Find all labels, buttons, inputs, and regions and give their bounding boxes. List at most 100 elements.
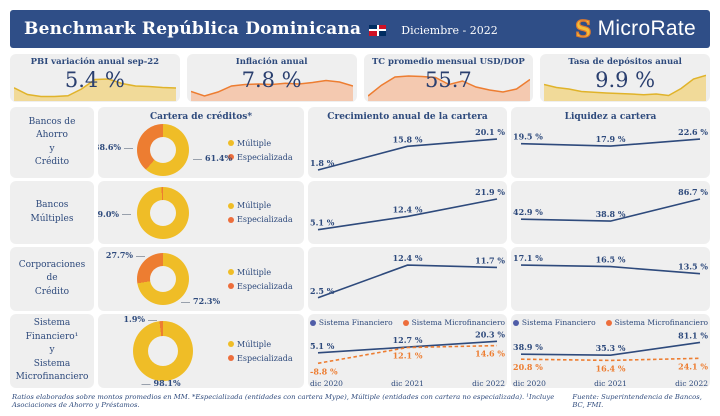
depositos-sparkline-chart: [544, 71, 707, 101]
footer-methodology-note: Ratios elaborados sobre montos promedios…: [12, 393, 555, 409]
growth-cell-sistema-financiero: Sistema Financiero Sistema Microfinancie…: [308, 314, 507, 388]
kpi-title: Tasa de depósitos anual: [568, 57, 682, 67]
svg-text:38.9 %: 38.9 %: [513, 342, 543, 352]
svg-text:dic 2020: dic 2020: [513, 379, 546, 388]
multiple-dot-icon: [228, 269, 234, 275]
donut-legend: Múltiple Especializada: [228, 181, 304, 244]
svg-text:13.5 %: 13.5 %: [678, 262, 708, 272]
portfolio-cell-bancos-multiples: 99.0% Múltiple Especializada: [98, 181, 304, 244]
footer: Ratios elaborados sobre montos promedios…: [10, 393, 710, 409]
row-label-bancos-multiples: Bancos Múltiples: [10, 181, 94, 244]
svg-text:22.6 %: 22.6 %: [678, 127, 708, 137]
legend-label-especializada: Especializada: [237, 152, 293, 162]
svg-text:dic 2022: dic 2022: [472, 379, 505, 388]
kpi-value: 55.7: [424, 68, 472, 92]
dominican-republic-flag-icon: [369, 24, 387, 36]
kpi-value: 9.9 %: [595, 68, 656, 92]
svg-text:12.4 %: 12.4 %: [393, 253, 423, 263]
liquidity-line-chart-bancos-ahorro: 19.5 % 17.9 % 22.6 %: [511, 122, 710, 178]
especializada-dot-icon: [228, 355, 234, 361]
footer-source: Fuente: Superintendencia de Bancos, BC, …: [572, 393, 702, 409]
svg-text:12.7 %: 12.7 %: [393, 335, 423, 345]
donut-label-multiple: 99.0%: [98, 209, 131, 219]
donut-label-multiple: 61.4%: [193, 153, 232, 163]
donut-hole: [148, 336, 178, 366]
growth-cell-corporaciones: 2.5 % 12.4 % 11.7 %: [308, 247, 507, 311]
svg-text:20.1 %: 20.1 %: [475, 127, 505, 137]
liquidity-line-chart-corporaciones: 17.1 % 16.5 % 13.5 %: [511, 247, 710, 311]
benchmark-grid: Bancos de Ahorro y Crédito Cartera de cr…: [10, 107, 710, 388]
multiple-dot-icon: [228, 202, 234, 209]
row-label-sistema-financiero: Sistema Financiero¹ y Sistema Microfinan…: [10, 314, 94, 388]
svg-text:38.8 %: 38.8 %: [596, 209, 626, 219]
growth-line-chart-bancos-ahorro: 1.8 % 15.8 % 20.1 %: [308, 122, 507, 178]
series-legend-micro: Sistema Microfinanciero: [614, 318, 709, 327]
growth-cell-bancos-multiples: 5.1 % 12.4 % 21.9 %: [308, 181, 507, 244]
svg-text:12.4 %: 12.4 %: [393, 204, 423, 214]
legend-label-especializada: Especializada: [237, 281, 293, 291]
donut-label-especializada: 1.9%: [123, 314, 157, 324]
svg-text:20.8 %: 20.8 %: [513, 362, 543, 372]
liquidity-cell-corporaciones: 17.1 % 16.5 % 13.5 %: [511, 247, 710, 311]
donut-label-especializada: 38.6%: [98, 142, 133, 152]
multiple-dot-icon: [228, 341, 234, 347]
svg-text:1.8 %: 1.8 %: [310, 158, 335, 168]
svg-text:11.7 %: 11.7 %: [475, 255, 505, 265]
svg-text:81.1 %: 81.1 %: [678, 330, 708, 340]
donut-chart-corporaciones: [137, 253, 189, 305]
donut-label-multiple: 98.1%: [141, 378, 180, 388]
sistema-financiero-dot-icon: [309, 319, 316, 326]
sistema-microfinanciero-dot-icon: [605, 319, 612, 326]
especializada-dot-icon: [228, 283, 234, 289]
svg-text:12.1 %: 12.1 %: [393, 351, 423, 361]
report-period: Diciembre - 2022: [401, 23, 498, 37]
liquidity-line-chart-bancos-multiples: 42.9 % 38.8 % 86.7 %: [511, 181, 710, 244]
column-header-liquidez: Liquidez a cartera: [564, 112, 657, 122]
kpi-title: PBI variación anual sep-22: [30, 57, 160, 67]
donut-legend: Múltiple Especializada: [228, 247, 304, 311]
donut-hole: [150, 199, 176, 226]
portfolio-cell-corporaciones: 27.7% 72.3% Múltiple Especializada: [98, 247, 304, 311]
donut-chart-bancos-ahorro: [137, 124, 189, 176]
kpi-value: 5.4 %: [64, 68, 125, 92]
sistema-microfinanciero-dot-icon: [402, 319, 409, 326]
svg-text:17.9 %: 17.9 %: [596, 134, 626, 144]
liquidity-cell-sistema-financiero: Sistema Financiero Sistema Microfinancie…: [511, 314, 710, 388]
microrate-s-icon: S: [574, 15, 592, 43]
row-label-bancos-ahorro-credito: Bancos de Ahorro y Crédito: [10, 107, 94, 178]
kpi-title: TC promedio mensual USD/DOP: [371, 57, 525, 67]
kpi-card-inflacion: Inflación anual 7.8 %: [186, 54, 357, 102]
svg-text:-8.8 %: -8.8 %: [310, 366, 338, 376]
tipo-cambio-sparkline-chart: [367, 71, 530, 101]
donut-label-especializada: 27.7%: [106, 250, 145, 260]
svg-text:19.5 %: 19.5 %: [513, 132, 543, 142]
svg-text:21.9 %: 21.9 %: [475, 187, 505, 197]
svg-text:16.4 %: 16.4 %: [596, 363, 626, 373]
svg-text:dic 2021: dic 2021: [594, 379, 627, 388]
kpi-title: Inflación anual: [235, 57, 308, 67]
series-legend-financial: Sistema Financiero: [318, 318, 393, 327]
svg-text:86.7 %: 86.7 %: [678, 187, 708, 197]
series-legend-financial: Sistema Financiero: [521, 318, 596, 327]
kpi-value: 7.8 %: [241, 68, 302, 92]
svg-text:dic 2022: dic 2022: [675, 379, 708, 388]
donut-hole: [150, 137, 176, 163]
growth-line-chart-bancos-multiples: 5.1 % 12.4 % 21.9 %: [308, 181, 507, 244]
liquidity-cell-bancos-ahorro: Liquidez a cartera 19.5 % 17.9 % 22.6 %: [511, 107, 710, 178]
liquidity-cell-bancos-multiples: 42.9 % 38.8 % 86.7 %: [511, 181, 710, 244]
donut-label-multiple: 72.3%: [181, 296, 220, 306]
legend-label-multiple: Múltiple: [237, 138, 272, 148]
page-title: Benchmark República Dominicana: [24, 19, 362, 39]
column-header-crecimiento: Crecimiento anual de la cartera: [327, 112, 488, 122]
svg-text:2.5 %: 2.5 %: [310, 286, 335, 296]
column-header-cartera: Cartera de créditos*: [149, 112, 253, 122]
legend-label-multiple: Múltiple: [237, 339, 272, 349]
multiple-dot-icon: [228, 140, 234, 146]
legend-label-especializada: Especializada: [237, 215, 293, 224]
kpi-card-depositos: Tasa de depósitos anual 9.9 %: [540, 54, 710, 102]
svg-text:16.5 %: 16.5 %: [596, 255, 626, 265]
svg-text:dic 2020: dic 2020: [310, 379, 343, 388]
row-label-corporaciones-credito: Corporaciones de Crédito: [10, 247, 94, 311]
legend-label-multiple: Múltiple: [237, 201, 272, 210]
